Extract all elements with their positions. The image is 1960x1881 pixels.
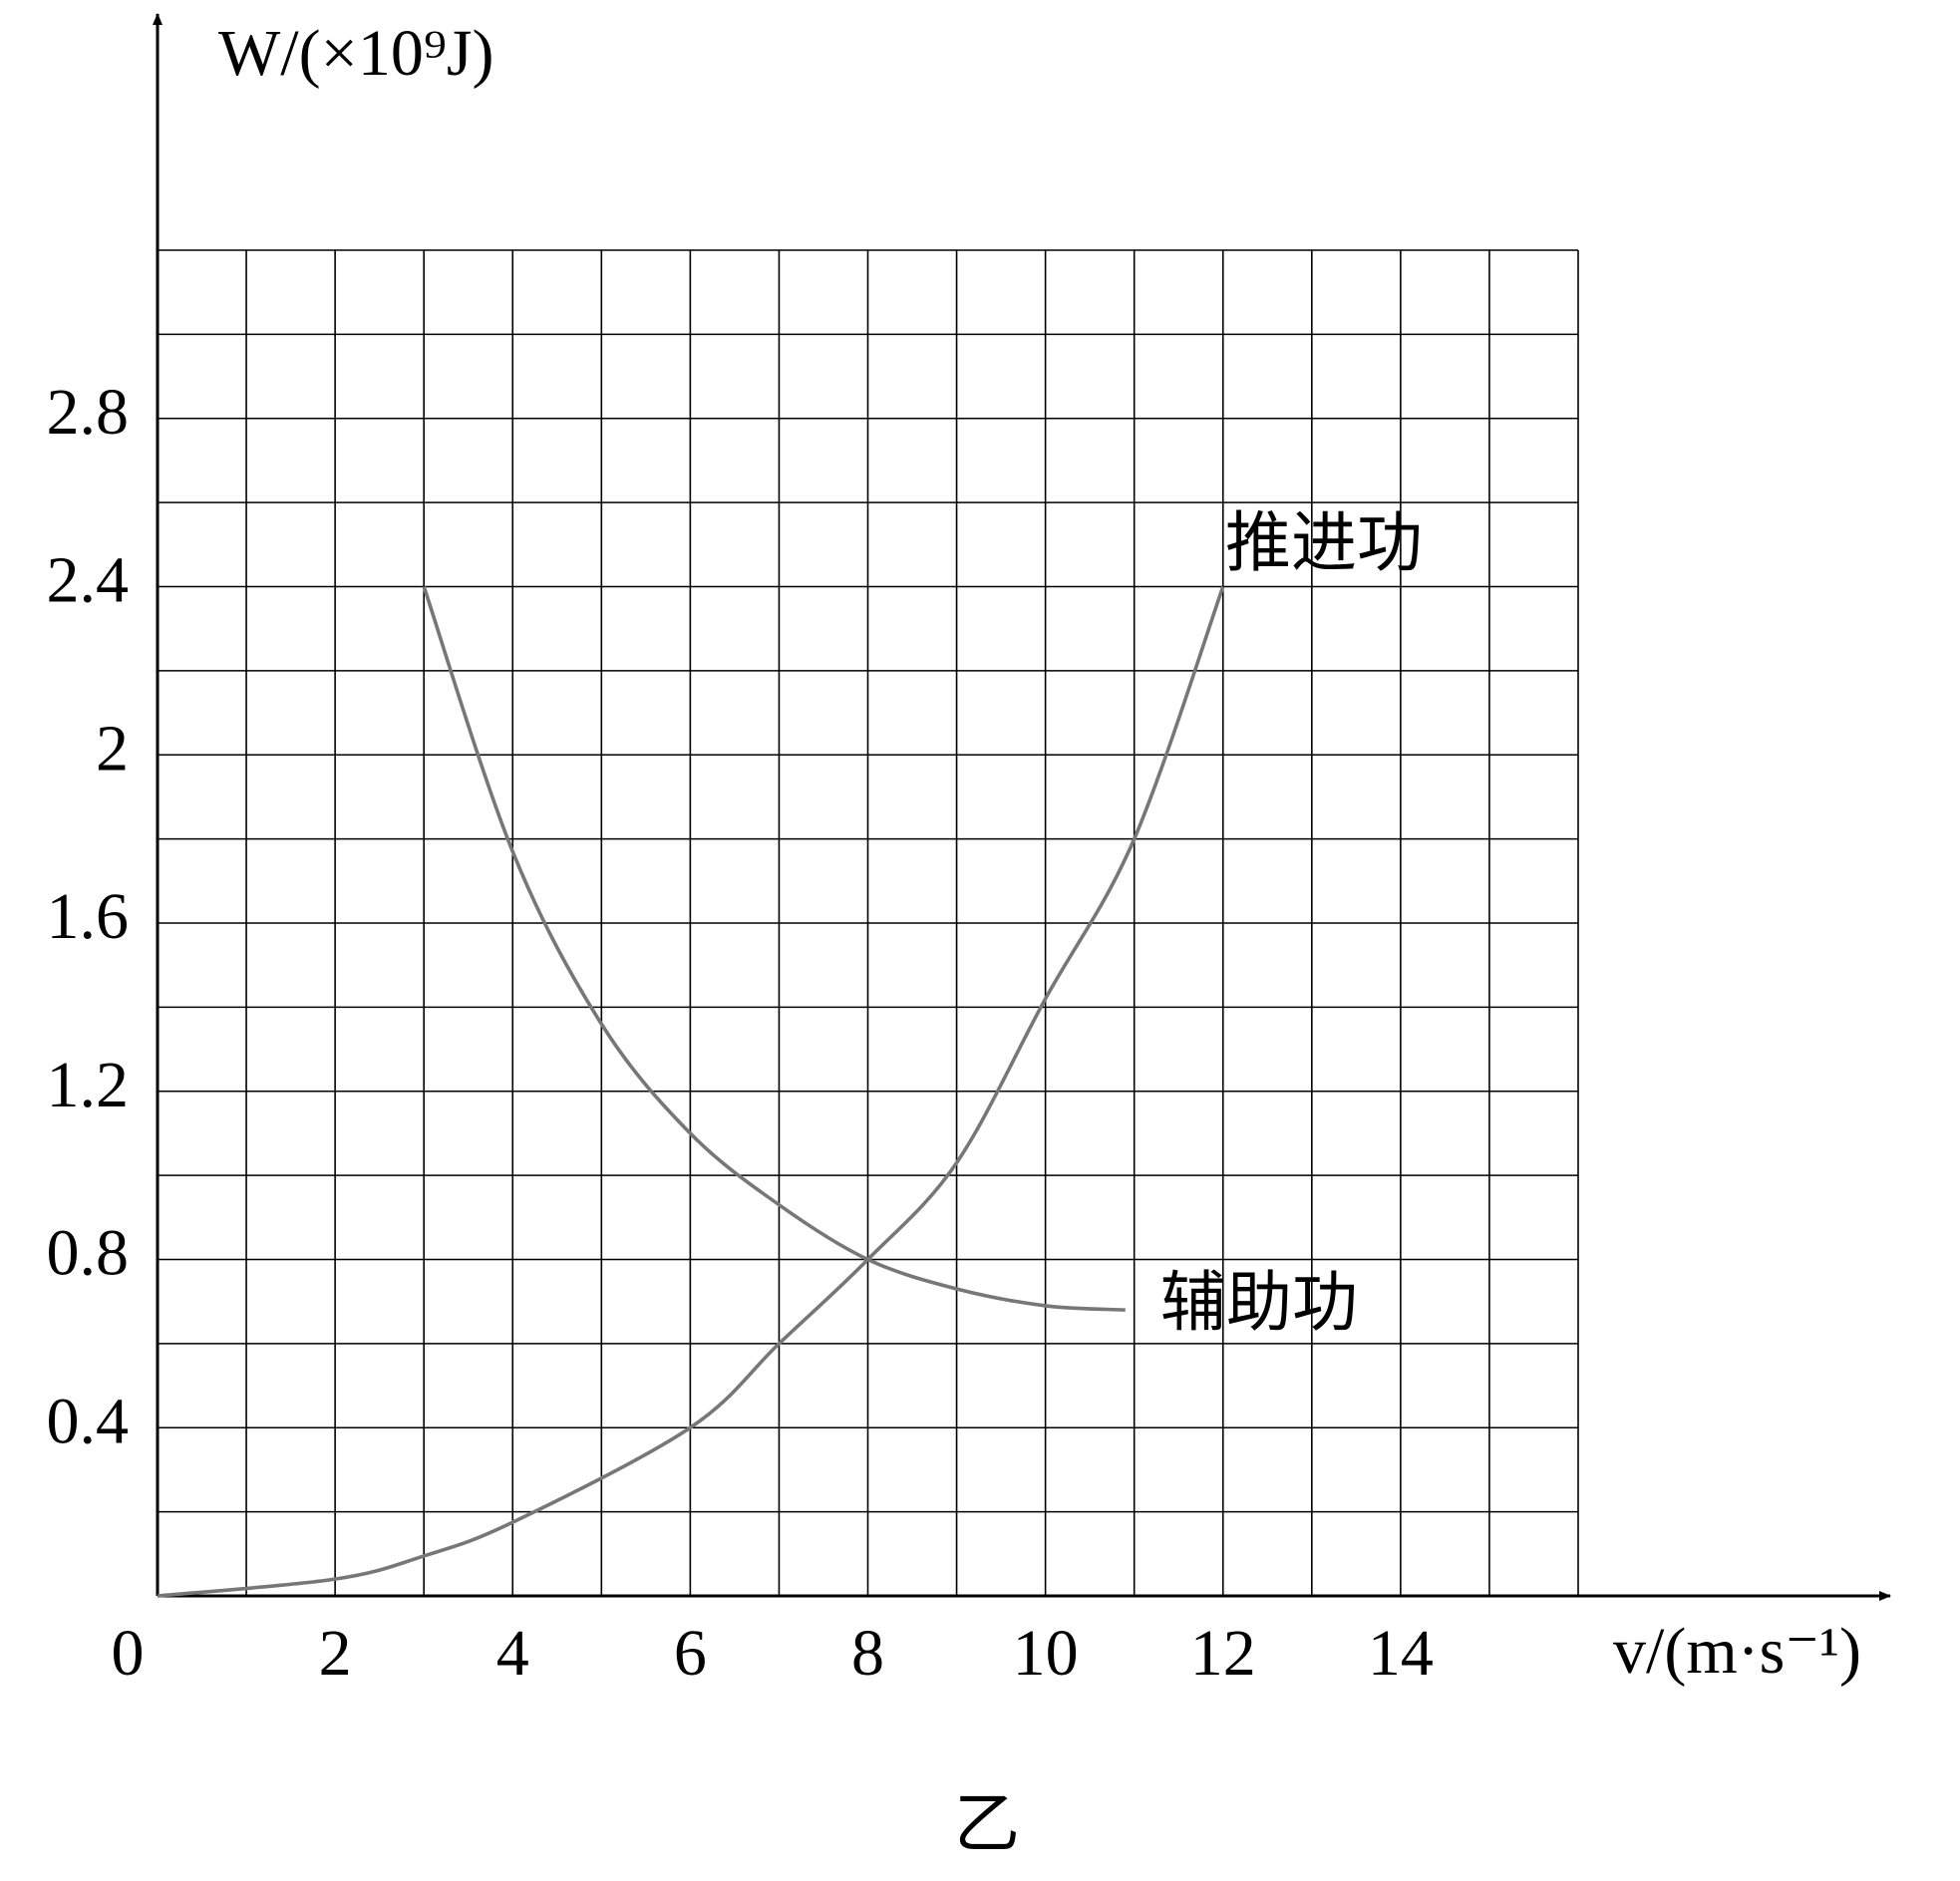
caption: 乙 [954,1788,1020,1861]
x-tick-label: 6 [674,1617,707,1690]
series-label: 辅助功 [1160,1267,1358,1340]
x-tick-label: 0 [112,1617,145,1690]
x-tick-label: 8 [851,1617,884,1690]
y-tick-label: 2.4 [47,544,130,617]
y-tick-label: 2.8 [47,376,130,449]
x-tick-label: 4 [496,1617,529,1690]
x-tick-label: 10 [1013,1617,1079,1690]
y-tick-label: 1.2 [47,1049,130,1121]
x-axis-label: v/(m·s⁻¹) [1613,1615,1861,1688]
series-label: 推进功 [1225,507,1423,580]
y-axis-label: W/(×10⁹J) [218,17,494,90]
x-tick-label: 2 [319,1617,352,1690]
line-series [157,585,1225,1598]
line-series [422,585,1126,1312]
y-tick-label: 0.8 [47,1217,130,1290]
x-tick-label: 12 [1190,1617,1256,1690]
x-tick-label: 14 [1368,1617,1434,1690]
y-tick-label: 1.6 [47,880,130,953]
y-tick-label: 2 [96,712,129,784]
y-tick-label: 0.4 [47,1385,130,1457]
